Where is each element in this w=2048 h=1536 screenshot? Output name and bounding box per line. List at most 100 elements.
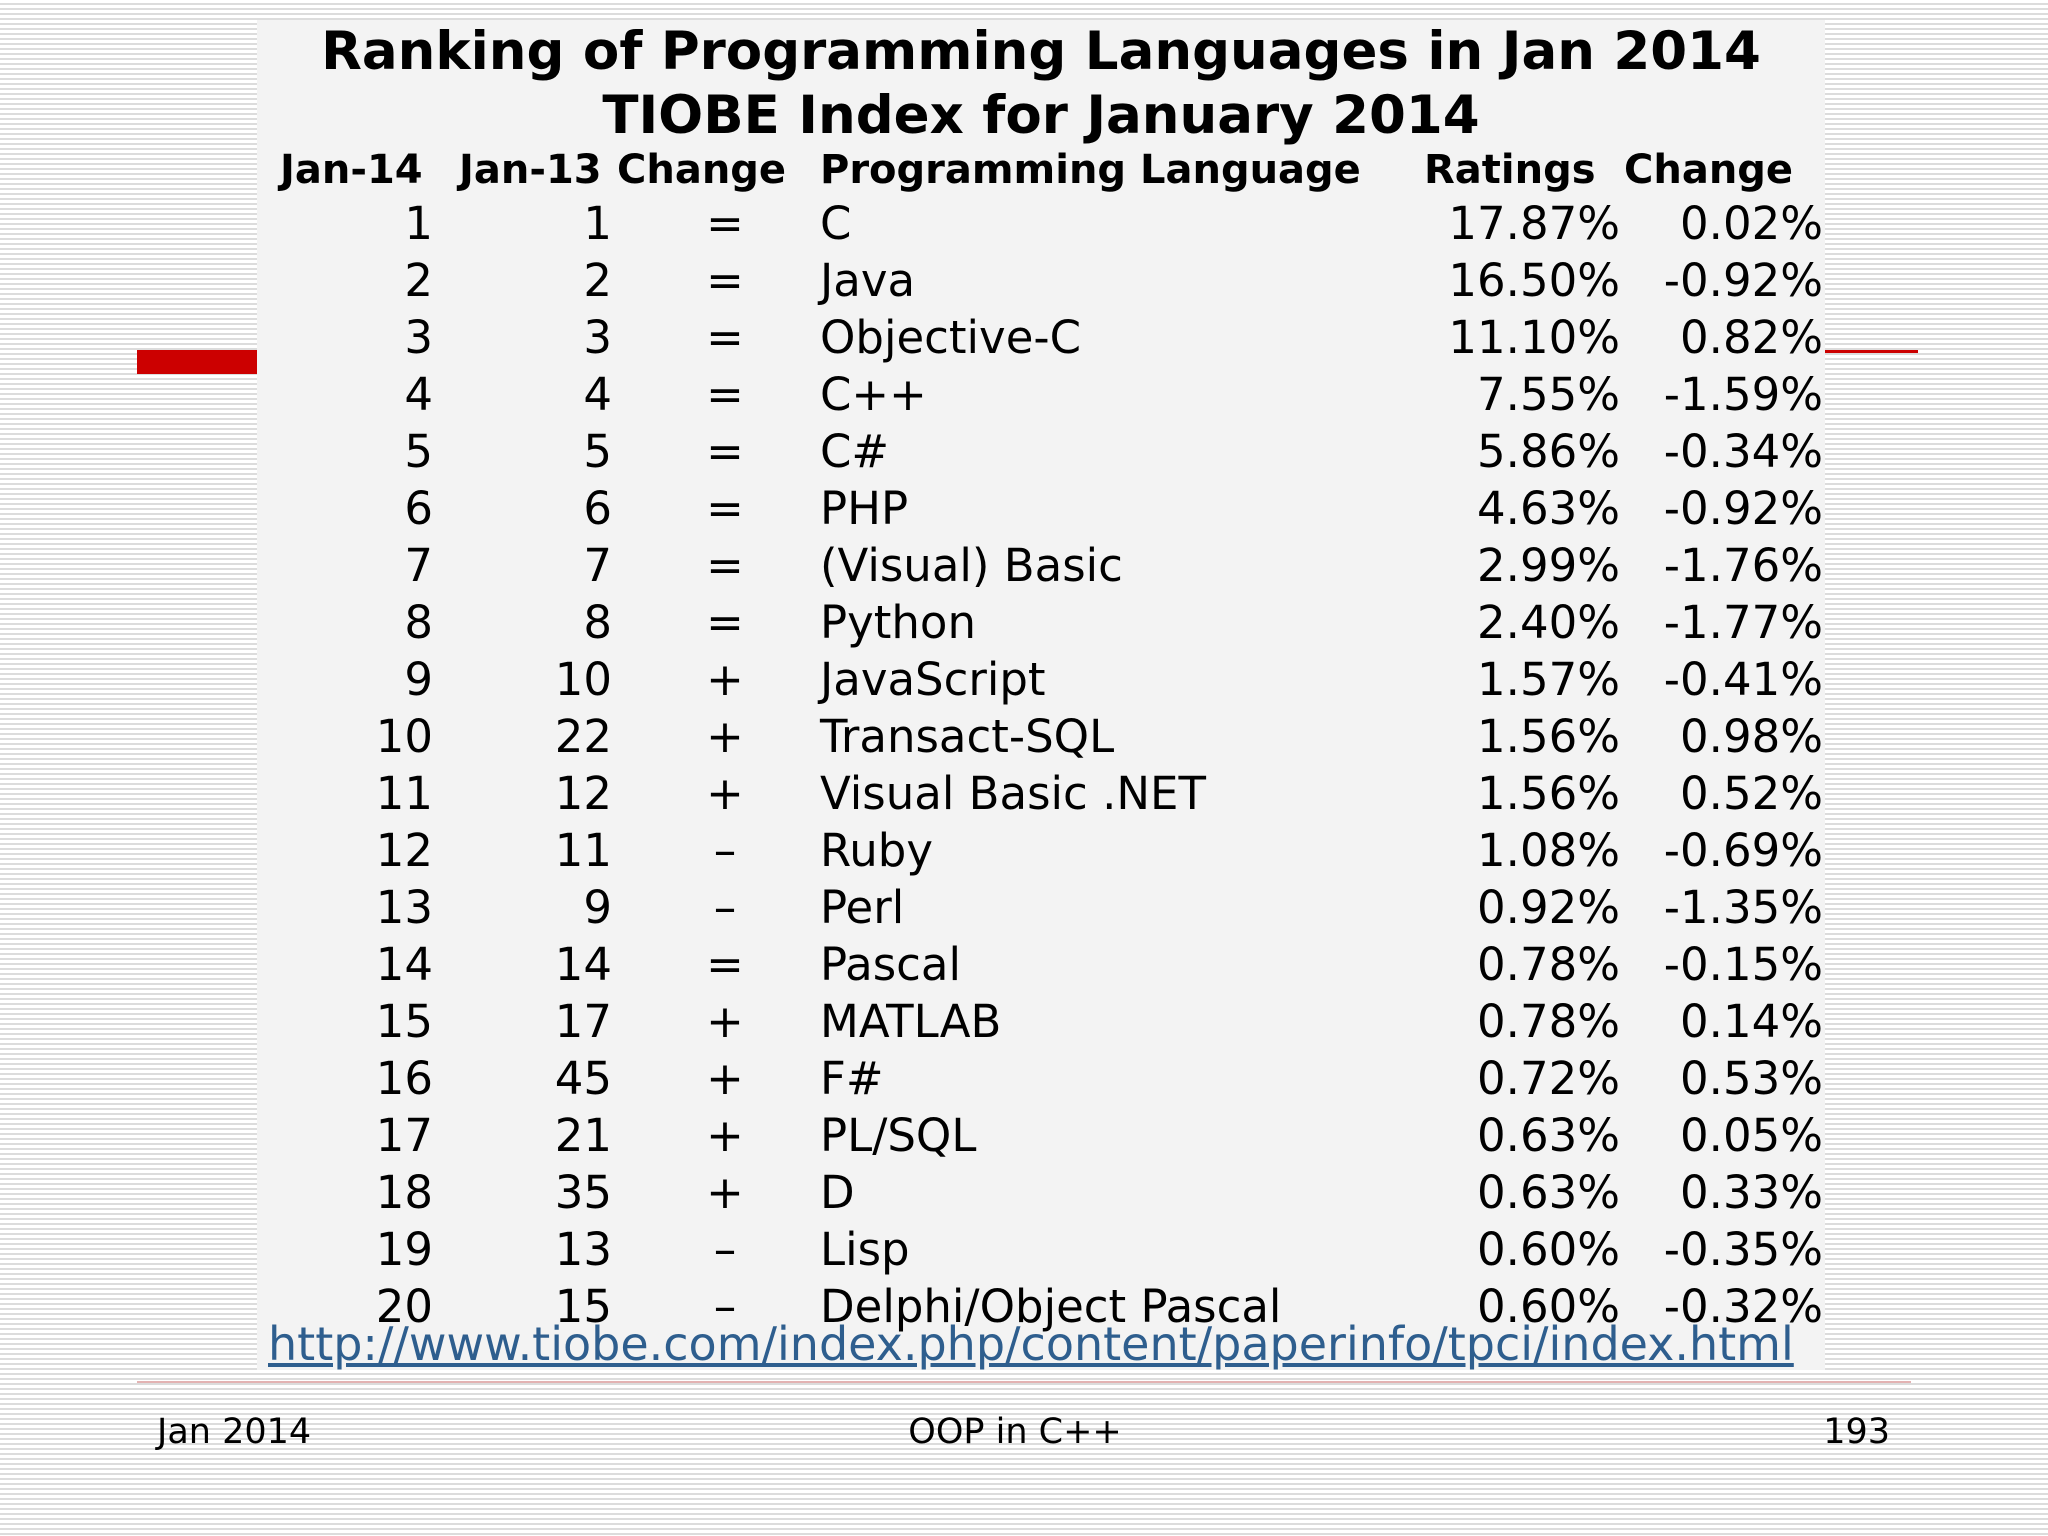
rank-jan13-cell: 4	[583, 368, 612, 421]
rank-change-cell: +	[706, 710, 744, 763]
rating-change-cell: 0.82%	[1680, 311, 1823, 364]
table-row: 2 2 = Java 16.50% -0.92%	[0, 253, 2048, 309]
rating-change-cell: -0.69%	[1663, 824, 1823, 877]
rank-jan13-cell: 5	[583, 425, 612, 478]
rank-jan13-cell: 45	[554, 1052, 612, 1105]
table-row: 10 22 + Transact-SQL 1.56% 0.98%	[0, 709, 2048, 765]
language-cell: Pascal	[820, 938, 961, 991]
rank-jan13-cell: 1	[583, 197, 612, 250]
rating-cell: 0.72%	[1477, 1052, 1620, 1105]
rank-jan13-cell: 12	[554, 767, 612, 820]
header-ratings: Ratings	[1424, 147, 1596, 193]
language-cell: F#	[820, 1052, 884, 1105]
language-cell: (Visual) Basic	[820, 539, 1123, 592]
rank-change-cell: =	[706, 539, 744, 592]
rank-jan14-cell: 2	[404, 254, 433, 307]
language-cell: Transact-SQL	[820, 710, 1115, 763]
rating-cell: 2.99%	[1477, 539, 1620, 592]
rank-change-cell: –	[713, 881, 737, 934]
rank-jan14-cell: 20	[375, 1280, 433, 1333]
rank-change-cell: +	[706, 767, 744, 820]
rank-jan14-cell: 12	[375, 824, 433, 877]
rating-change-cell: -1.59%	[1663, 368, 1823, 421]
rank-jan14-cell: 3	[404, 311, 433, 364]
language-cell: PL/SQL	[820, 1109, 977, 1162]
slide-number: 193	[1823, 1412, 1890, 1452]
rating-cell: 7.55%	[1477, 368, 1620, 421]
language-cell: Objective-C	[820, 311, 1082, 364]
rank-change-cell: +	[706, 1166, 744, 1219]
rating-cell: 17.87%	[1448, 197, 1620, 250]
rating-cell: 0.78%	[1477, 938, 1620, 991]
rank-jan14-cell: 8	[404, 596, 433, 649]
table-row: 20 15 – Delphi/Object Pascal 0.60% -0.32%	[0, 1279, 2048, 1335]
rank-jan13-cell: 14	[554, 938, 612, 991]
slide-panel	[257, 20, 1825, 1370]
rank-jan14-cell: 5	[404, 425, 433, 478]
rating-cell: 1.08%	[1477, 824, 1620, 877]
rating-change-cell: -0.35%	[1663, 1223, 1823, 1276]
footer-course: OOP in C++	[908, 1412, 1122, 1452]
rank-jan14-cell: 1	[404, 197, 433, 250]
table-row: 8 8 = Python 2.40% -1.77%	[0, 595, 2048, 651]
rating-cell: 1.56%	[1477, 710, 1620, 763]
language-cell: Python	[820, 596, 976, 649]
rank-jan14-cell: 19	[375, 1223, 433, 1276]
table-row: 15 17 + MATLAB 0.78% 0.14%	[0, 994, 2048, 1050]
rating-change-cell: -0.92%	[1663, 482, 1823, 535]
slide-subtitle: TIOBE Index for January 2014	[602, 85, 1480, 146]
rating-cell: 0.63%	[1477, 1109, 1620, 1162]
accent-line-right	[1825, 350, 1918, 353]
rank-jan13-cell: 21	[554, 1109, 612, 1162]
rating-change-cell: 0.52%	[1680, 767, 1823, 820]
rank-change-cell: =	[706, 938, 744, 991]
rank-jan14-cell: 14	[375, 938, 433, 991]
rating-change-cell: -1.77%	[1663, 596, 1823, 649]
rating-cell: 16.50%	[1448, 254, 1620, 307]
rank-jan14-cell: 10	[375, 710, 433, 763]
rating-cell: 1.56%	[1477, 767, 1620, 820]
table-row: 13 9 – Perl 0.92% -1.35%	[0, 880, 2048, 936]
rank-change-cell: =	[706, 482, 744, 535]
rank-jan13-cell: 15	[554, 1280, 612, 1333]
rating-change-cell: 0.14%	[1680, 995, 1823, 1048]
language-cell: Lisp	[820, 1223, 910, 1276]
rating-change-cell: 0.02%	[1680, 197, 1823, 250]
rank-change-cell: +	[706, 995, 744, 1048]
source-link[interactable]: http://www.tiobe.com/index.php/content/p…	[268, 1317, 1794, 1371]
table-row: 4 4 = C++ 7.55% -1.59%	[0, 367, 2048, 423]
rating-change-cell: 0.05%	[1680, 1109, 1823, 1162]
rank-jan14-cell: 15	[375, 995, 433, 1048]
table-row: 3 3 = Objective-C 11.10% 0.82%	[0, 310, 2048, 366]
header-jan13: Jan-13	[459, 147, 602, 193]
rank-jan13-cell: 13	[554, 1223, 612, 1276]
rating-cell: 0.78%	[1477, 995, 1620, 1048]
rating-cell: 1.57%	[1477, 653, 1620, 706]
rank-jan13-cell: 10	[554, 653, 612, 706]
rank-jan14-cell: 13	[375, 881, 433, 934]
rank-jan13-cell: 3	[583, 311, 612, 364]
table-row: 5 5 = C# 5.86% -0.34%	[0, 424, 2048, 480]
language-cell: C#	[820, 425, 890, 478]
rank-jan14-cell: 18	[375, 1166, 433, 1219]
rank-change-cell: =	[706, 311, 744, 364]
rating-change-cell: -1.35%	[1663, 881, 1823, 934]
table-row: 18 35 + D 0.63% 0.33%	[0, 1165, 2048, 1221]
rating-change-cell: 0.98%	[1680, 710, 1823, 763]
table-row: 17 21 + PL/SQL 0.63% 0.05%	[0, 1108, 2048, 1164]
rating-change-cell: -0.41%	[1663, 653, 1823, 706]
language-cell: JavaScript	[820, 653, 1046, 706]
rating-cell: 11.10%	[1448, 311, 1620, 364]
rank-change-cell: +	[706, 653, 744, 706]
header-rank-change: Change	[617, 147, 787, 193]
table-row: 7 7 = (Visual) Basic 2.99% -1.76%	[0, 538, 2048, 594]
rating-change-cell: -0.92%	[1663, 254, 1823, 307]
rank-change-cell: =	[706, 425, 744, 478]
rating-cell: 0.63%	[1477, 1166, 1620, 1219]
rank-change-cell: –	[713, 824, 737, 877]
rank-change-cell: –	[713, 1280, 737, 1333]
header-jan14: Jan-14	[280, 147, 423, 193]
rank-jan14-cell: 6	[404, 482, 433, 535]
accent-bar-left	[137, 350, 257, 374]
rank-jan13-cell: 7	[583, 539, 612, 592]
